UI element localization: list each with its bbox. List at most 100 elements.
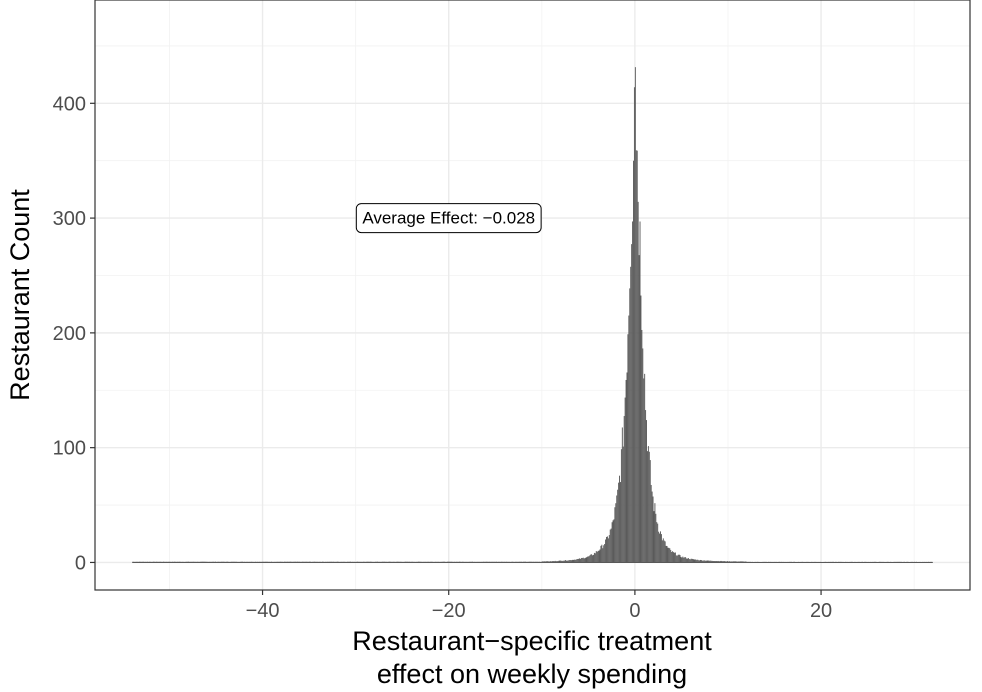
histogram-bar bbox=[553, 561, 555, 563]
histogram-bar bbox=[598, 550, 600, 563]
histogram-bar bbox=[668, 547, 670, 563]
histogram-bar bbox=[572, 559, 574, 563]
histogram-bar bbox=[697, 559, 699, 563]
histogram-bar bbox=[578, 558, 580, 563]
histogram-bar bbox=[685, 557, 687, 563]
histogram-bar bbox=[600, 545, 602, 563]
histogram-bar bbox=[705, 560, 707, 563]
histogram-bar bbox=[712, 560, 714, 563]
histogram-bar bbox=[657, 523, 659, 563]
histogram-bar bbox=[633, 160, 634, 563]
x-axis-title-line-2: effect on weekly spending bbox=[377, 659, 687, 689]
histogram-bar bbox=[623, 416, 625, 563]
histogram-bar bbox=[714, 561, 715, 563]
histogram-bar bbox=[620, 482, 621, 563]
histogram-bar bbox=[674, 552, 676, 563]
histogram-bar bbox=[579, 558, 580, 563]
histogram-bar bbox=[698, 560, 700, 563]
histogram-bar bbox=[633, 87, 635, 563]
histogram-bar bbox=[741, 561, 743, 563]
histogram-bar bbox=[703, 560, 705, 563]
x-tick-label: 20 bbox=[810, 600, 832, 622]
histogram-bar bbox=[683, 557, 685, 563]
histogram-bar bbox=[552, 561, 553, 563]
histogram-bar bbox=[675, 555, 677, 563]
histogram-bar bbox=[719, 561, 721, 563]
histogram-bar bbox=[732, 561, 734, 563]
x-axis-title-line-1: Restaurant−specific treatment bbox=[352, 626, 712, 656]
histogram-bar bbox=[607, 538, 609, 563]
histogram-bar bbox=[649, 460, 651, 563]
histogram-bar bbox=[718, 561, 720, 563]
histogram-bar bbox=[591, 554, 593, 563]
histogram-bar bbox=[687, 558, 688, 563]
histogram-bar bbox=[655, 513, 657, 563]
histogram-bar bbox=[699, 560, 701, 563]
histogram-bar bbox=[682, 556, 684, 563]
histogram-bar bbox=[692, 559, 694, 563]
histogram-bar bbox=[740, 561, 742, 563]
histogram-bar bbox=[630, 266, 632, 563]
histogram-bar bbox=[725, 561, 727, 563]
histogram-bar bbox=[556, 561, 558, 563]
plot-border bbox=[94, 0, 971, 591]
histogram-bar bbox=[609, 529, 611, 563]
histogram-bars bbox=[132, 67, 933, 563]
histogram-bar bbox=[629, 288, 631, 563]
histogram-bar bbox=[603, 545, 605, 563]
histogram-bar bbox=[643, 378, 645, 563]
histogram-bar bbox=[585, 557, 587, 563]
histogram-bar bbox=[639, 221, 641, 563]
histogram-bar bbox=[594, 553, 596, 563]
histogram-bar bbox=[622, 446, 624, 563]
histogram-bar bbox=[708, 560, 710, 563]
histogram-bar bbox=[608, 535, 610, 563]
histogram-bar bbox=[555, 561, 557, 563]
histogram-bar bbox=[702, 560, 704, 563]
histogram-bar bbox=[715, 560, 717, 563]
histogram-bar bbox=[636, 150, 638, 563]
y-tick-label: 300 bbox=[53, 208, 86, 230]
histogram-bar bbox=[548, 561, 550, 563]
histogram-bar bbox=[656, 522, 658, 563]
histogram-bar bbox=[658, 531, 660, 563]
x-tick-label: −40 bbox=[246, 600, 280, 622]
histogram-bar bbox=[569, 560, 571, 563]
histogram-bar bbox=[579, 558, 581, 563]
histogram-bar bbox=[573, 559, 575, 563]
histogram-bar bbox=[701, 560, 703, 563]
histogram-bar bbox=[577, 558, 579, 563]
histogram-bar bbox=[575, 559, 577, 563]
histogram-bar bbox=[635, 150, 637, 563]
histogram-bar bbox=[581, 557, 583, 563]
y-tick-label: 200 bbox=[53, 323, 86, 345]
histogram-bar bbox=[713, 561, 715, 563]
histogram-bar bbox=[652, 496, 654, 563]
histogram-bar bbox=[632, 221, 634, 563]
histogram-bar bbox=[660, 531, 661, 563]
histogram-bar bbox=[650, 484, 652, 563]
histogram-bar bbox=[730, 561, 732, 563]
histogram-bar bbox=[679, 555, 681, 563]
histogram-bar bbox=[647, 446, 649, 563]
histogram-bar bbox=[564, 560, 566, 563]
annotation-label: Average Effect: −0.028 bbox=[362, 209, 535, 228]
histogram-bar bbox=[678, 554, 680, 563]
histogram-bar bbox=[595, 551, 597, 563]
histogram-bar bbox=[662, 538, 664, 563]
histogram-bar bbox=[694, 559, 696, 563]
histogram-bar bbox=[574, 559, 576, 563]
histogram-bar bbox=[727, 561, 728, 563]
histogram-bar bbox=[604, 544, 606, 563]
histogram-bar bbox=[543, 561, 545, 563]
histogram-bar bbox=[546, 561, 548, 563]
histogram-bar bbox=[618, 482, 620, 563]
histogram-bar bbox=[590, 554, 592, 563]
histogram-bar bbox=[637, 201, 639, 563]
histogram-bar bbox=[561, 560, 563, 563]
histogram-bar bbox=[628, 315, 630, 563]
histogram-bar bbox=[717, 560, 719, 563]
histogram-bar bbox=[596, 551, 598, 563]
histogram-bar bbox=[593, 552, 595, 563]
